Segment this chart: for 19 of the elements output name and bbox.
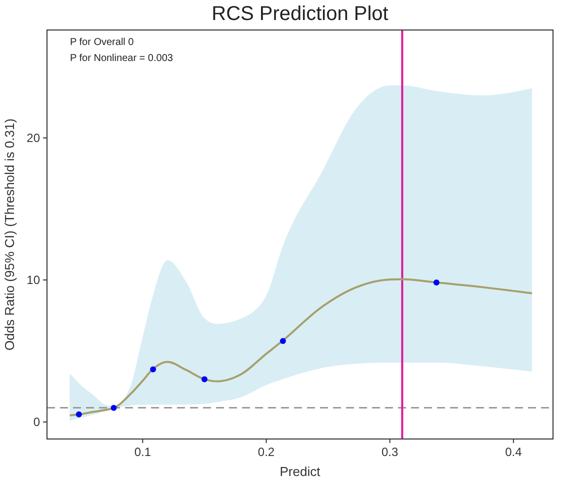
x-tick-label: 0.1 [134,445,152,459]
y-tick-label: 20 [26,130,40,145]
annotation: P for Overall 0 [70,37,134,48]
point [150,366,156,372]
line-series [68,278,533,416]
y-tick-label: 10 [26,272,40,287]
point [201,376,208,382]
y-tick-label: 0 [33,414,40,429]
chart-title: RCS Prediction Plot [212,3,389,25]
annotation: P for Nonlinear = 0.003 [70,53,174,64]
point [76,411,82,418]
x-tick-label: 0.3 [382,445,399,459]
x-axis-title: Predict [280,464,321,479]
y-axis-title: Odds Ratio (95% CI) (Threshold is 0.31) [2,118,17,350]
x-tick-label: 0.4 [505,445,522,459]
point [110,404,117,411]
point [280,338,286,344]
x-tick-label: 0.2 [258,445,275,459]
point [433,280,440,286]
